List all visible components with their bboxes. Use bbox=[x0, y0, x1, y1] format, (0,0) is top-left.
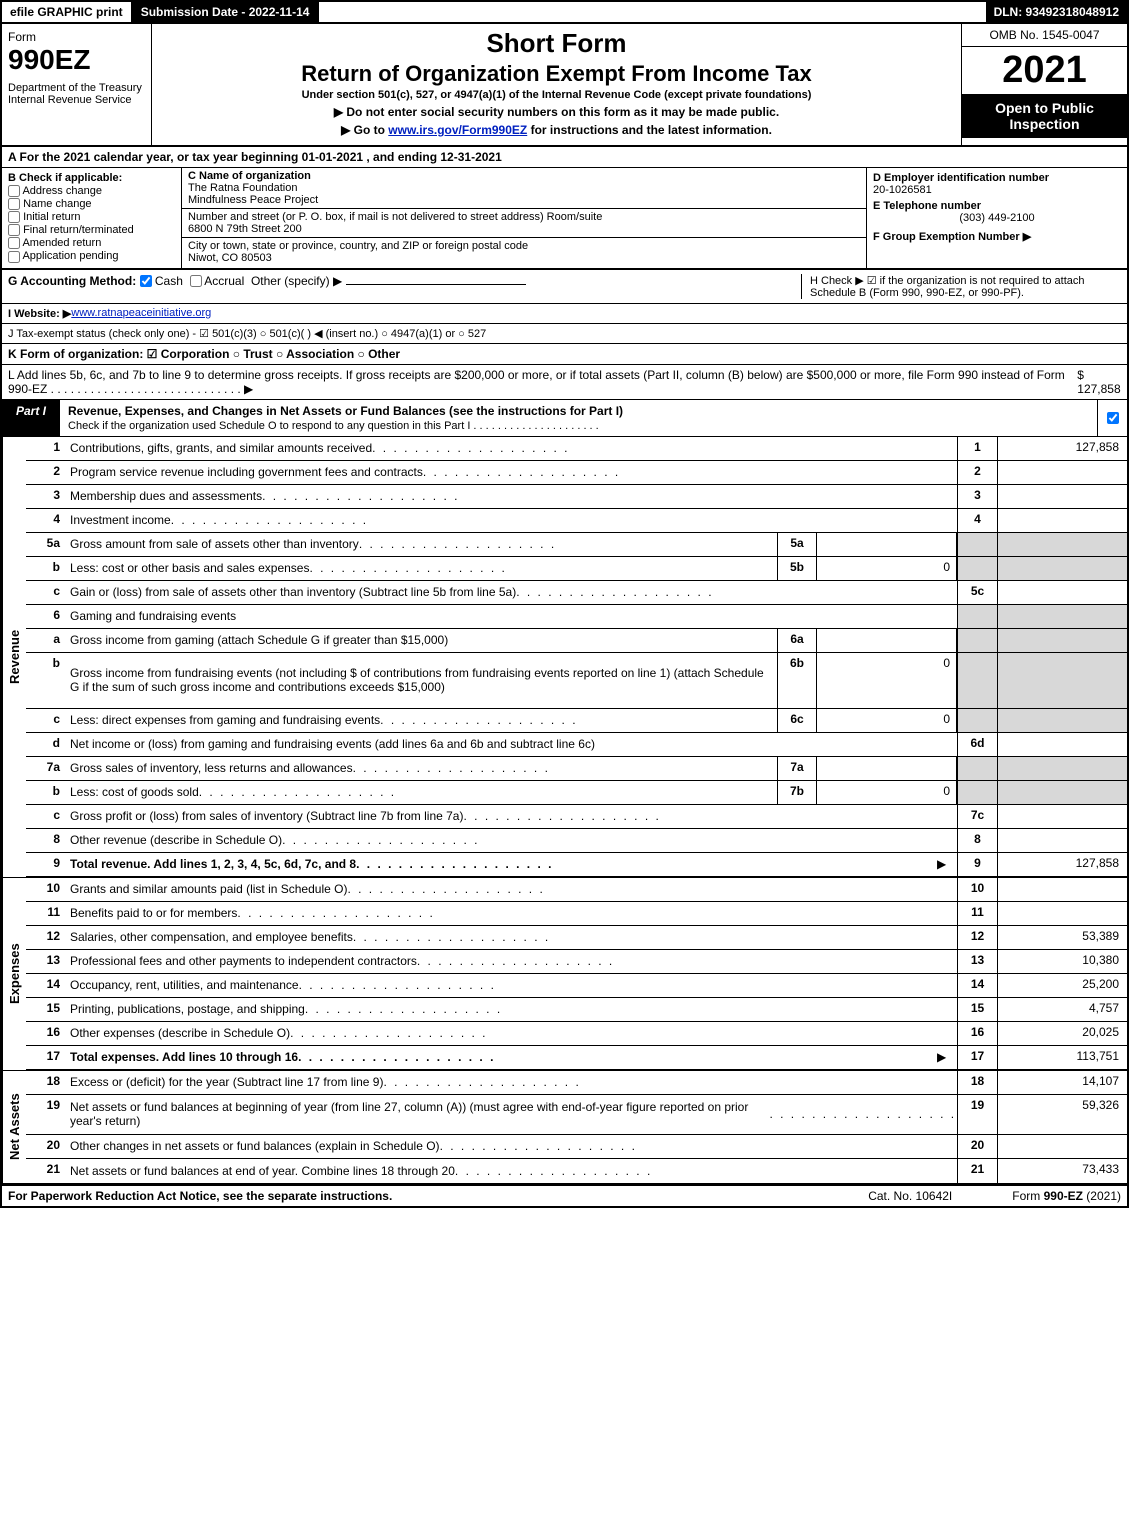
ssn-note: ▶ Do not enter social security numbers o… bbox=[162, 105, 951, 119]
org-name-2: Mindfulness Peace Project bbox=[188, 194, 860, 206]
city-state-zip: Niwot, CO 80503 bbox=[188, 252, 860, 264]
goto-post: for instructions and the latest informat… bbox=[527, 123, 772, 137]
section-c: C Name of organization The Ratna Foundat… bbox=[182, 168, 867, 268]
part-i-title: Revenue, Expenses, and Changes in Net As… bbox=[60, 400, 1097, 436]
section-a: A For the 2021 calendar year, or tax yea… bbox=[0, 147, 1129, 168]
section-b: B Check if applicable: Address change Na… bbox=[2, 168, 182, 268]
top-bar: efile GRAPHIC print Submission Date - 20… bbox=[0, 0, 1129, 24]
part-i-check[interactable] bbox=[1097, 400, 1127, 436]
under-section: Under section 501(c), 527, or 4947(a)(1)… bbox=[162, 89, 951, 101]
phone-value: (303) 449-2100 bbox=[873, 212, 1121, 224]
c-label: C Name of organization bbox=[188, 170, 860, 182]
part-i-header: Part I Revenue, Expenses, and Changes in… bbox=[0, 400, 1129, 437]
section-def: D Employer identification number 20-1026… bbox=[867, 168, 1127, 268]
e-label: E Telephone number bbox=[873, 200, 1121, 212]
netassets-block: Net Assets 18Excess or (deficit) for the… bbox=[0, 1070, 1129, 1185]
inspection-label: Open to Public Inspection bbox=[962, 94, 1127, 138]
expenses-block: Expenses 10Grants and similar amounts pa… bbox=[0, 877, 1129, 1070]
submission-date: Submission Date - 2022-11-14 bbox=[133, 2, 320, 22]
revenue-lines: 1Contributions, gifts, grants, and simil… bbox=[26, 437, 1127, 877]
form-footer: Form 990-EZ (2021) bbox=[1012, 1189, 1121, 1203]
goto-note: ▶ Go to www.irs.gov/Form990EZ for instru… bbox=[162, 123, 951, 137]
section-k: K Form of organization: ☑ Corporation ○ … bbox=[0, 344, 1129, 365]
section-l: L Add lines 5b, 6c, and 7b to line 9 to … bbox=[0, 365, 1129, 400]
check-application-pending[interactable]: Application pending bbox=[8, 250, 175, 262]
section-j: J Tax-exempt status (check only one) - ☑… bbox=[0, 324, 1129, 344]
netassets-vlabel: Net Assets bbox=[2, 1071, 26, 1183]
header-right: OMB No. 1545-0047 2021 Open to Public In… bbox=[962, 24, 1127, 145]
header-mid: Short Form Return of Organization Exempt… bbox=[152, 24, 962, 145]
form-title: Return of Organization Exempt From Incom… bbox=[162, 61, 951, 87]
form-word: Form bbox=[8, 30, 145, 44]
form-header: Form 990EZ Department of the Treasury In… bbox=[0, 24, 1129, 147]
form-number: 990EZ bbox=[8, 44, 145, 76]
d-label: D Employer identification number bbox=[873, 172, 1121, 184]
check-final-return[interactable]: Final return/terminated bbox=[8, 224, 175, 236]
street-address: 6800 N 79th Street 200 bbox=[188, 223, 860, 235]
tax-year: 2021 bbox=[962, 47, 1127, 94]
section-i: I Website: ▶ www.ratnapeaceinitiative.or… bbox=[0, 304, 1129, 324]
cat-no: Cat. No. 10642I bbox=[868, 1189, 952, 1203]
gh-row: G Accounting Method: Cash Accrual Other … bbox=[0, 269, 1129, 304]
netassets-lines: 18Excess or (deficit) for the year (Subt… bbox=[26, 1071, 1127, 1183]
f-label: F Group Exemption Number ▶ bbox=[873, 230, 1121, 243]
paperwork-notice: For Paperwork Reduction Act Notice, see … bbox=[8, 1189, 392, 1203]
goto-pre: ▶ Go to bbox=[341, 123, 388, 137]
footer: For Paperwork Reduction Act Notice, see … bbox=[0, 1185, 1129, 1208]
efile-label[interactable]: efile GRAPHIC print bbox=[2, 2, 133, 22]
part-i-tab: Part I bbox=[2, 400, 60, 436]
irs-link[interactable]: www.irs.gov/Form990EZ bbox=[388, 123, 527, 137]
header-left: Form 990EZ Department of the Treasury In… bbox=[2, 24, 152, 145]
expenses-lines: 10Grants and similar amounts paid (list … bbox=[26, 878, 1127, 1070]
section-h: H Check ▶ ☑ if the organization is not r… bbox=[801, 274, 1121, 299]
check-name-change[interactable]: Name change bbox=[8, 198, 175, 210]
department: Department of the Treasury Internal Reve… bbox=[8, 82, 145, 106]
check-accrual[interactable] bbox=[190, 275, 202, 287]
section-g: G Accounting Method: Cash Accrual Other … bbox=[8, 274, 801, 299]
expenses-vlabel: Expenses bbox=[2, 878, 26, 1070]
gross-receipts: $ 127,858 bbox=[1077, 368, 1121, 396]
addr-label: Number and street (or P. O. box, if mail… bbox=[188, 211, 860, 223]
org-name-1: The Ratna Foundation bbox=[188, 182, 860, 194]
b-title: B Check if applicable: bbox=[8, 172, 175, 184]
ein-value: 20-1026581 bbox=[873, 184, 1121, 196]
check-cash[interactable] bbox=[140, 275, 152, 287]
omb-number: OMB No. 1545-0047 bbox=[962, 24, 1127, 47]
check-amended-return[interactable]: Amended return bbox=[8, 237, 175, 249]
revenue-block: Revenue 1Contributions, gifts, grants, a… bbox=[0, 437, 1129, 877]
short-form-label: Short Form bbox=[162, 28, 951, 59]
check-initial-return[interactable]: Initial return bbox=[8, 211, 175, 223]
dln-label: DLN: 93492318048912 bbox=[986, 2, 1127, 22]
revenue-vlabel: Revenue bbox=[2, 437, 26, 877]
check-address-change[interactable]: Address change bbox=[8, 185, 175, 197]
city-label: City or town, state or province, country… bbox=[188, 240, 860, 252]
bcde-row: B Check if applicable: Address change Na… bbox=[0, 168, 1129, 269]
website-link[interactable]: www.ratnapeaceinitiative.org bbox=[71, 307, 211, 320]
